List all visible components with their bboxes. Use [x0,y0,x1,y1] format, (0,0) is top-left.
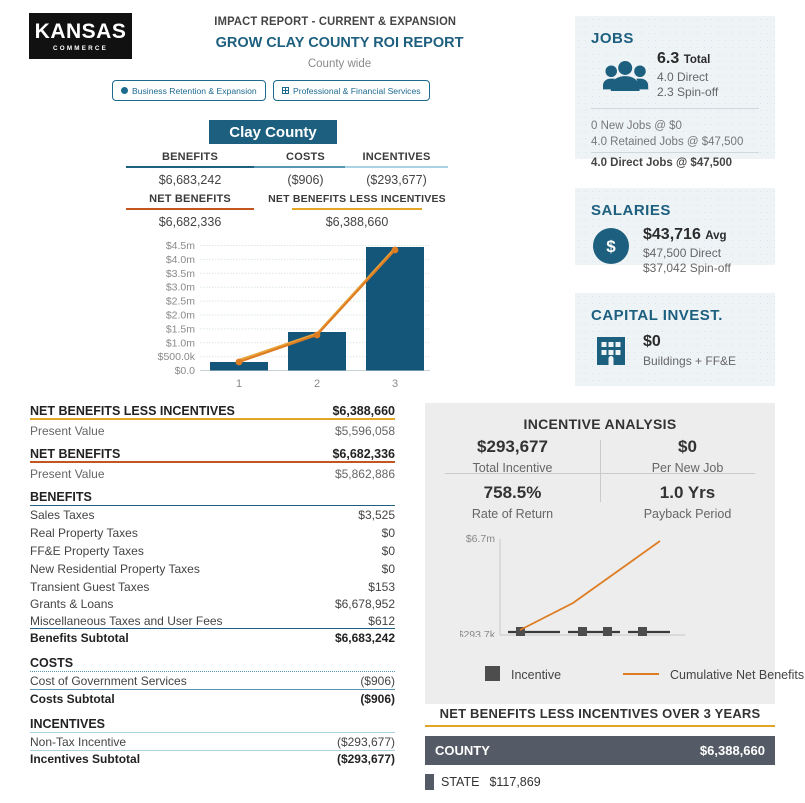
svg-text:$293.7k: $293.7k [460,629,496,637]
svg-text:$4.5m: $4.5m [166,240,195,252]
svg-text:2: 2 [314,378,320,390]
svg-text:$2.0m: $2.0m [166,310,195,322]
svg-text:$6.7m: $6.7m [466,533,495,545]
svg-text:$4.0m: $4.0m [166,254,195,266]
svg-text:$1.0m: $1.0m [166,337,195,349]
svg-text:1: 1 [236,378,242,390]
svg-text:$1.5m: $1.5m [166,323,195,335]
svg-text:$3.0m: $3.0m [166,282,195,294]
svg-text:$500.0k: $500.0k [158,351,196,363]
svg-text:$3.5m: $3.5m [166,268,195,280]
svg-text:3: 3 [392,378,398,390]
svg-text:$2.5m: $2.5m [166,296,195,308]
svg-text:$0.0: $0.0 [175,365,196,377]
svg-text:$: $ [606,237,616,256]
